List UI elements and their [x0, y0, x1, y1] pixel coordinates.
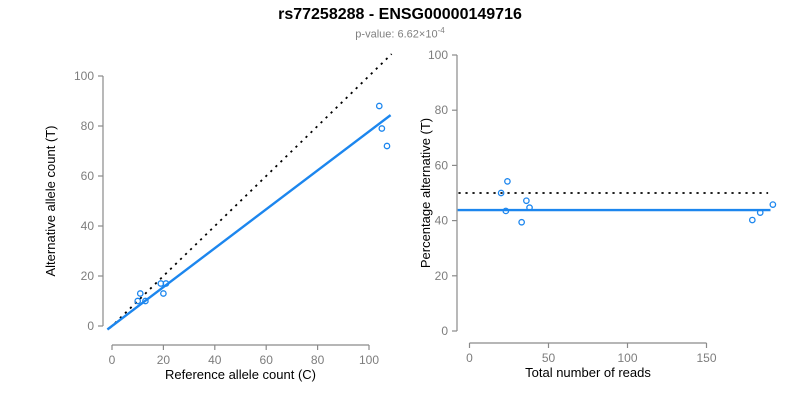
data-point	[162, 280, 170, 287]
data-point	[502, 207, 510, 215]
x-tick-label: 50	[542, 351, 556, 365]
x-tick-label: 60	[260, 353, 274, 367]
y-tick-label: 40	[435, 214, 449, 228]
x-tick-label: 20	[157, 353, 171, 367]
y-tick-label: 100	[428, 48, 448, 62]
data-point	[497, 189, 505, 197]
plot-subtitle: p-value: 6.62×10-4	[0, 26, 800, 41]
data-point	[378, 125, 386, 132]
data-point	[375, 102, 383, 110]
y-tick-label: 20	[81, 269, 95, 283]
y-tick-label: 80	[435, 103, 449, 117]
data-point	[136, 290, 144, 297]
allele-counts-scatter: 0 20 40 60 80 100 0 20 40 60 80 100 Reference allele…	[43, 53, 393, 382]
data-point	[526, 204, 533, 211]
x-tick-label: 150	[696, 351, 716, 365]
x-tick-label: 80	[311, 353, 325, 367]
data-point	[756, 209, 764, 216]
x-tick-label: 0	[109, 353, 116, 367]
plot-title: rs77258288 - ENSG00000149716	[278, 6, 522, 23]
data-point	[142, 297, 149, 305]
x-tick-label: 0	[466, 351, 473, 365]
x-axis-title: Reference allele count (C)	[165, 367, 316, 382]
data-point	[769, 201, 777, 208]
data-point	[160, 290, 167, 297]
y-tick-label: 40	[81, 219, 95, 233]
data-point	[748, 216, 756, 224]
data-point	[383, 142, 391, 150]
identity-line	[109, 53, 393, 329]
y-tick-label: 80	[81, 119, 95, 133]
data-point	[504, 178, 511, 185]
y-tick-label: 60	[81, 169, 95, 183]
p-value-exponent: -4	[437, 26, 445, 35]
y-axis-title: Percentage alternative (T)	[418, 118, 433, 268]
p-value-text: p-value: 6.62×10	[355, 28, 438, 41]
x-tick-label: 100	[617, 351, 637, 365]
percentage-vs-reads-scatter: 0 20 40 60 80 100 0 50 100 150 Total number of rea…	[418, 48, 777, 380]
y-tick-label: 100	[74, 69, 94, 83]
x-axis-title: Total number of reads	[525, 365, 651, 380]
y-tick-label: 60	[435, 158, 449, 172]
y-axis-title: Alternative allele count (T)	[43, 125, 58, 276]
y-tick-label: 20	[435, 269, 449, 283]
data-point	[134, 297, 142, 305]
x-tick-label: 40	[208, 353, 222, 367]
data-point	[518, 218, 525, 226]
y-tick-label: 0	[87, 319, 94, 333]
y-tick-label: 0	[441, 324, 448, 338]
x-tick-label: 100	[359, 353, 379, 367]
fit-line	[106, 114, 392, 331]
data-point	[523, 197, 530, 205]
